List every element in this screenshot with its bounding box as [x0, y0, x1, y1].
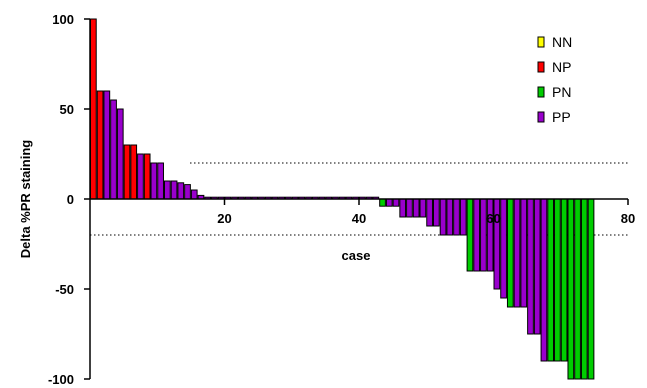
bar: [426, 198, 433, 227]
bar: [453, 198, 460, 236]
bar: [547, 198, 555, 362]
y-ticks: 100 50 0 -50 -100: [48, 12, 90, 387]
bar: [177, 182, 185, 200]
bar: [580, 198, 588, 380]
x-ticks: 20 40 60 80: [217, 199, 635, 226]
bar: [486, 198, 494, 272]
bar: [123, 144, 131, 200]
bar: [527, 198, 534, 335]
y-tick-label: 100: [52, 12, 74, 27]
bar: [157, 162, 164, 200]
bar: [143, 153, 151, 200]
legend-swatch: [537, 111, 545, 123]
legend-swatch: [537, 36, 545, 48]
x-tick-label: 40: [352, 211, 366, 226]
legend: NN NP PN PP: [537, 34, 572, 125]
bar: [406, 198, 413, 218]
bar: [419, 198, 427, 218]
bar: [459, 198, 467, 236]
y-tick-label: 50: [60, 102, 74, 117]
bar: [554, 198, 561, 362]
bar: [560, 198, 568, 362]
bar: [446, 198, 454, 236]
bar: [379, 198, 386, 207]
bar: [533, 198, 541, 335]
bar: [163, 180, 171, 200]
bar: [513, 198, 521, 308]
bar: [574, 198, 581, 380]
legend-swatch: [537, 86, 545, 98]
bar: [96, 90, 104, 200]
bar: [184, 184, 191, 200]
bar: [500, 198, 507, 299]
bar: [439, 198, 447, 236]
bar: [150, 162, 158, 200]
bar: [587, 198, 595, 380]
bar: [480, 198, 487, 272]
x-tick-label: 80: [621, 211, 635, 226]
bar: [540, 198, 548, 362]
bar: [432, 198, 440, 227]
x-tick-label: 20: [217, 211, 231, 226]
bar: [392, 198, 400, 207]
bar: [385, 198, 393, 207]
bar: [520, 198, 528, 308]
x-axis-label: case: [342, 248, 371, 263]
bar: [190, 189, 198, 200]
bar: [137, 153, 144, 200]
y-axis-label: Delta %PR staining: [18, 140, 33, 259]
bar: [466, 198, 474, 272]
y-tick-label: -100: [48, 372, 74, 387]
legend-label: NN: [552, 34, 572, 50]
bar: [170, 180, 178, 200]
y-tick-label: -50: [55, 282, 74, 297]
bar: [116, 108, 124, 200]
bar: [130, 144, 138, 200]
bar: [103, 90, 111, 200]
x-tick-label: 60: [486, 211, 500, 226]
bar: [110, 99, 117, 200]
bar: [90, 18, 97, 200]
y-tick-label: 0: [67, 192, 74, 207]
bar: [473, 198, 481, 272]
bar: [506, 198, 514, 308]
bar: [399, 198, 407, 218]
legend-label: NP: [552, 59, 571, 75]
bar: [412, 198, 420, 218]
legend-label: PN: [552, 84, 571, 100]
bar: [567, 198, 575, 380]
legend-label: PP: [552, 109, 571, 125]
legend-swatch: [537, 61, 545, 73]
